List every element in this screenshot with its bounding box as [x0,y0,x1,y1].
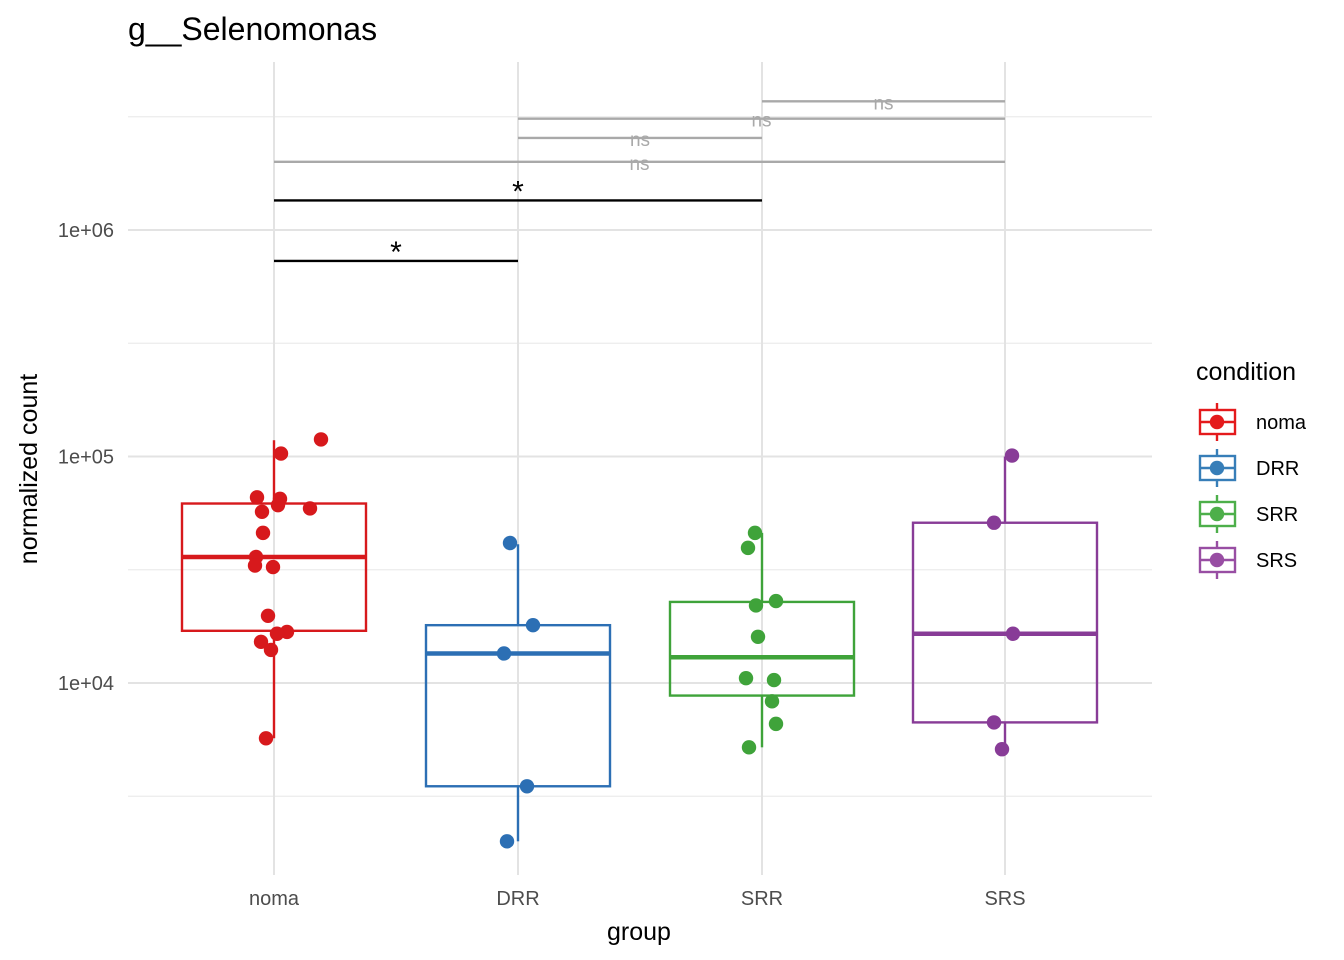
legend-label-srs: SRS [1256,550,1297,572]
point-srr-3 [748,598,764,613]
x-axis-title: group [607,918,671,946]
point-noma-15 [263,642,279,658]
comparison-drr-srr: ns [518,130,762,151]
legend: condition noma DRR SRR SRS [1196,358,1307,579]
point-noma-6 [254,504,270,519]
point-drr-3 [519,779,535,794]
significance-brackets: ns ns ns ns * * [274,93,1005,269]
point-srr-1 [740,540,756,556]
chart-title: g__Selenomonas [128,11,377,47]
legend-label-noma: noma [1256,412,1307,434]
point-drr-2 [496,646,512,661]
point-srr-8 [768,716,784,732]
point-drr-4 [499,834,515,849]
legend-key-point-noma [1209,414,1225,430]
bracket-label-2: ns [630,130,650,151]
y-tick-label-1e-05: 1e+05 [58,447,114,469]
legend-key-point-drr [1209,460,1225,476]
point-srr-0 [747,525,763,541]
x-tick-label-noma: noma [249,888,300,910]
point-noma-13 [269,626,285,641]
x-axis-ticks: noma DRR SRR SRS [249,888,1026,910]
x-tick-label-srr: SRR [741,888,783,910]
bracket-label-0: ns [873,93,893,114]
point-drr-1 [525,617,541,633]
comparison-srr-srs: ns [762,93,1005,114]
legend-item-srr: SRR [1198,495,1298,533]
point-noma-2 [249,490,265,505]
point-noma-10 [265,559,281,575]
points [247,432,1021,849]
point-noma-7 [255,525,271,541]
box-body-drr [424,623,612,788]
legend-item-srs: SRS [1198,541,1297,579]
point-noma-9 [247,558,263,573]
point-drr-0 [502,535,518,551]
point-srs-3 [986,715,1002,730]
box-drr [424,544,612,842]
legend-key-point-srs [1209,552,1225,568]
box-body-srs [911,521,1099,724]
point-srs-0 [1004,448,1020,463]
point-noma-11 [260,608,276,624]
point-noma-5 [302,501,318,516]
bracket-label-4: * [512,175,524,208]
comparison-noma-srs: ns [274,154,1005,175]
point-srs-1 [986,515,1002,530]
legend-label-drr: DRR [1256,458,1299,480]
point-srr-9 [741,740,757,755]
point-srr-2 [768,593,784,609]
point-srr-6 [766,672,782,688]
box-srs [911,456,1099,750]
legend-item-noma: noma [1198,403,1307,441]
legend-item-drr: DRR [1198,449,1299,487]
point-noma-1 [273,446,289,461]
box-srr [668,532,856,748]
legend-label-srr: SRR [1256,504,1298,526]
point-srs-4 [994,742,1010,757]
y-axis-title: normalized count [15,374,43,564]
comparison-noma-srr: * [274,175,762,208]
point-noma-14 [253,634,269,650]
bracket-label-5: * [390,236,402,269]
bracket-label-1: ns [751,111,771,132]
comparison-drr-srs: ns [518,111,1005,132]
point-noma-16 [258,731,274,746]
y-tick-label-1e-04: 1e+04 [58,673,114,695]
point-noma-0 [313,432,329,447]
legend-key-point-srr [1209,506,1225,522]
x-tick-label-srs: SRS [984,888,1025,910]
point-srr-7 [764,694,780,709]
point-noma-4 [270,497,286,513]
x-tick-label-drr: DRR [496,888,539,910]
bracket-label-3: ns [629,154,649,175]
point-srr-4 [750,629,766,644]
point-srr-5 [738,671,754,686]
y-tick-label-1e-06: 1e+06 [58,220,114,242]
point-srs-2 [1005,626,1021,641]
y-axis-ticks: 1e+04 1e+05 1e+06 [58,220,114,695]
boxes [180,440,1099,842]
comparison-noma-drr: * [274,236,518,269]
legend-title: condition [1196,358,1296,386]
